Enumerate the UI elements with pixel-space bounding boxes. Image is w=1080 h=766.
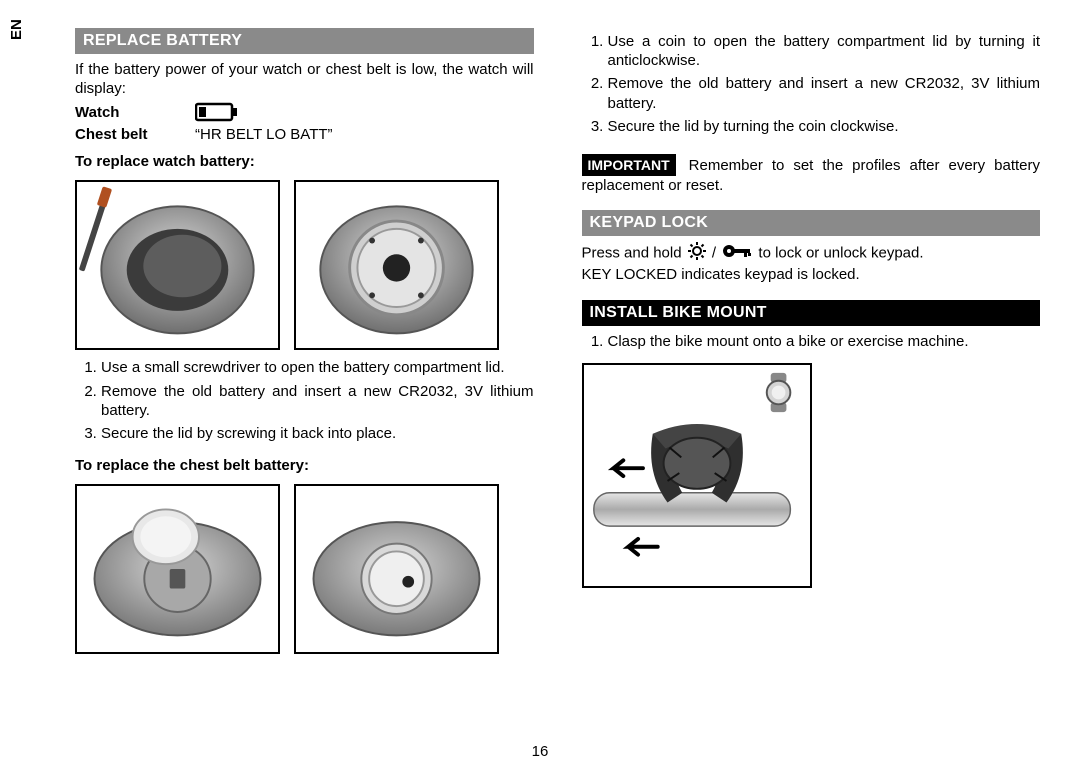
chestbelt-value: “HR BELT LO BATT” [195,126,333,143]
figure-bike-mount [582,363,812,588]
heading-keypad-lock: KEYPAD LOCK [582,210,1041,236]
watch-row: Watch [75,102,534,122]
key-icon [722,243,752,264]
subheading-chest-battery: To replace the chest belt battery: [75,457,534,474]
left-column: REPLACE BATTERY If the battery power of … [75,28,534,662]
keypad-separator: / [712,244,720,261]
heading-replace-battery: REPLACE BATTERY [75,28,534,54]
figure-watch-battery [294,180,499,350]
chest-steps-list: Use a coin to open the battery compartme… [582,32,1041,140]
list-item: Remove the old battery and insert a new … [101,382,534,420]
heading-bike-mount: INSTALL BIKE MOUNT [582,300,1041,326]
battery-low-icon [195,102,239,122]
list-item: Use a coin to open the battery compartme… [608,32,1041,70]
figure-chest-battery [294,484,499,654]
list-item: Remove the old battery and insert a new … [608,74,1041,112]
watch-label: Watch [75,104,195,121]
chestbelt-row: Chest belt “HR BELT LO BATT” [75,126,534,143]
bike-steps-list: Clasp the bike mount onto a bike or exer… [582,332,1041,355]
chest-figure-row [75,484,534,654]
list-item: Use a small screwdriver to open the batt… [101,358,534,377]
page-number: 16 [0,743,1080,760]
manual-page: EN REPLACE BATTERY If the battery power … [0,0,1080,766]
keypad-text-after: to lock or unlock keypad. [758,244,923,261]
content-columns: REPLACE BATTERY If the battery power of … [75,28,1040,662]
light-icon [688,242,706,265]
intro-text: If the battery power of your watch or ch… [75,60,534,98]
figure-chest-open [75,484,280,654]
keypad-line1: Press and hold [582,242,1041,265]
keypad-text-before: Press and hold [582,244,686,261]
important-note: IMPORTANT Remember to set the profiles a… [582,154,1041,196]
watch-steps-list: Use a small screwdriver to open the batt… [75,358,534,447]
right-column: Use a coin to open the battery compartme… [582,28,1041,662]
language-tab: EN [8,19,25,40]
important-label: IMPORTANT [582,154,676,176]
list-item: Clasp the bike mount onto a bike or exer… [608,332,1041,351]
chestbelt-label: Chest belt [75,126,195,143]
list-item: Secure the lid by turning the coin clock… [608,117,1041,136]
figure-watch-open [75,180,280,350]
subheading-watch-battery: To replace watch battery: [75,153,534,170]
watch-figure-row [75,180,534,350]
list-item: Secure the lid by screwing it back into … [101,424,534,443]
keypad-line2: KEY LOCKED indicates keypad is locked. [582,265,1041,284]
